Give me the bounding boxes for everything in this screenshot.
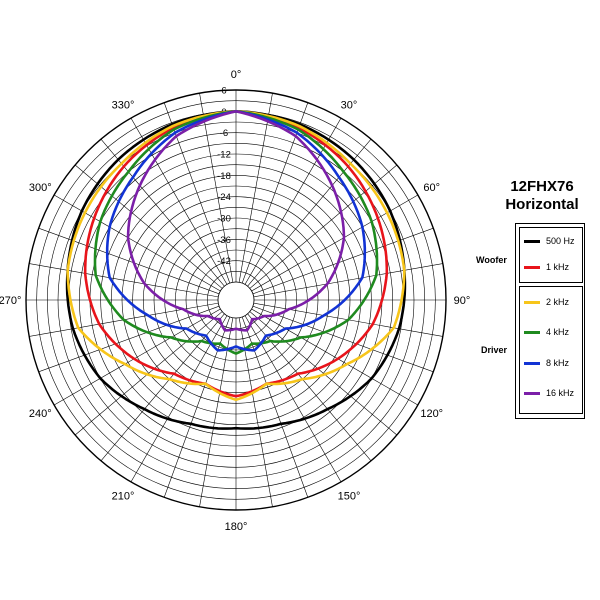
legend-label-500hz: 500 Hz <box>546 236 575 246</box>
angle-label: 150° <box>338 491 361 503</box>
db-tick-label: 6 <box>221 86 226 97</box>
legend-swatch-500hz <box>524 240 540 243</box>
angle-label: 180° <box>225 521 248 533</box>
legend-swatch-2khz <box>524 301 540 304</box>
grid-spoke <box>199 93 234 283</box>
db-tick-label: -36 <box>217 235 231 246</box>
curve-4khz <box>93 110 379 355</box>
angle-label: 330° <box>112 99 135 111</box>
grid-spoke <box>249 164 398 289</box>
legend-swatch-8khz <box>524 362 540 365</box>
legend-swatch-16khz <box>524 392 540 395</box>
angle-label: 0° <box>231 69 242 81</box>
grid-spoke <box>38 227 220 295</box>
curve-8khz <box>105 110 367 352</box>
curve-1khz <box>83 110 389 398</box>
legend-label-8khz: 8 kHz <box>546 358 570 368</box>
grid-spoke <box>252 227 434 295</box>
angle-label: 240° <box>29 408 52 420</box>
legend-group-woofer: Woofer <box>476 255 507 265</box>
legend-swatch-1khz <box>524 266 540 269</box>
curve-16khz <box>126 110 346 332</box>
grid-spoke <box>241 316 309 498</box>
grid-spoke <box>238 93 273 283</box>
legend-label-1khz: 1 kHz <box>546 262 570 272</box>
grid-spoke <box>249 311 398 436</box>
response-curves <box>65 110 407 430</box>
grid-spoke <box>53 308 221 406</box>
legend-label-4khz: 4 kHz <box>546 327 570 337</box>
curve-500hz <box>65 110 407 430</box>
angle-label: 270° <box>0 295 21 307</box>
db-tick-label: -42 <box>217 256 231 267</box>
chart-title: 12FHX76 <box>510 178 574 195</box>
polar-chart: 0° 30° 60° 90° 120° 150° 180° 210° 240° 270° 300° 3… <box>0 69 470 533</box>
legend: 500 Hz 1 kHz 2 kHz 4 kHz 8 kHz 16 kHz <box>515 223 585 419</box>
grid-spoke <box>38 305 220 373</box>
angle-label: 90° <box>454 295 471 307</box>
grid-spoke <box>74 311 223 436</box>
db-tick-label: -30 <box>217 214 231 225</box>
chart-subtitle: Horizontal <box>505 196 579 213</box>
angle-label: 120° <box>420 408 443 420</box>
grid-spoke <box>74 164 223 289</box>
grid-spoke <box>100 313 225 462</box>
angle-label: 300° <box>29 182 52 194</box>
angle-labels: 0° 30° 60° 90° 120° 150° 180° 210° 240° 270° 300° 3… <box>0 69 470 533</box>
chart-title-block: 12FHX76 Horizontal <box>486 178 598 214</box>
grid-spoke <box>253 263 443 298</box>
grid-spoke <box>247 313 372 462</box>
grid-spoke <box>163 316 231 498</box>
curve-2khz <box>66 110 406 402</box>
legend-label-2khz: 2 kHz <box>546 297 570 307</box>
legend-swatch-4khz <box>524 331 540 334</box>
db-tick-label: -12 <box>217 150 231 161</box>
legend-group-driver: Driver <box>481 345 508 355</box>
grid-spoke <box>251 308 419 406</box>
legend-box-woofer: 500 Hz 1 kHz <box>519 227 583 283</box>
grid-spoke <box>29 263 219 298</box>
db-tick-label: -24 <box>217 192 231 203</box>
angle-label: 210° <box>112 491 135 503</box>
grid-center-hole <box>217 281 255 319</box>
angle-label: 30° <box>341 99 358 111</box>
grid-spoke <box>252 305 434 373</box>
db-tick-label: -18 <box>217 171 231 182</box>
legend-box-driver: 2 kHz 4 kHz 8 kHz 16 kHz <box>519 286 583 414</box>
angle-label: 60° <box>423 182 440 194</box>
db-tick-label: -6 <box>220 128 228 139</box>
legend-label-16khz: 16 kHz <box>546 388 575 398</box>
